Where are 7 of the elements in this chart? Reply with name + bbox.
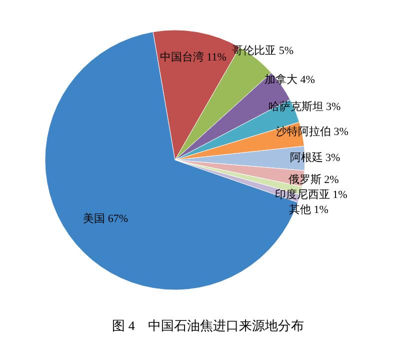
slice-label: 其他 1%	[288, 203, 328, 216]
slice-label: 中国台湾 11%	[160, 50, 226, 64]
slice-label: 俄罗斯 2%	[288, 173, 339, 186]
slice-label: 阿根廷 3%	[290, 152, 340, 164]
slice-label: 加拿大 4%	[264, 72, 315, 86]
slice-label: 美国 67%	[83, 212, 128, 225]
text: 图 4 中国石油焦进口来源地分布	[112, 318, 304, 333]
